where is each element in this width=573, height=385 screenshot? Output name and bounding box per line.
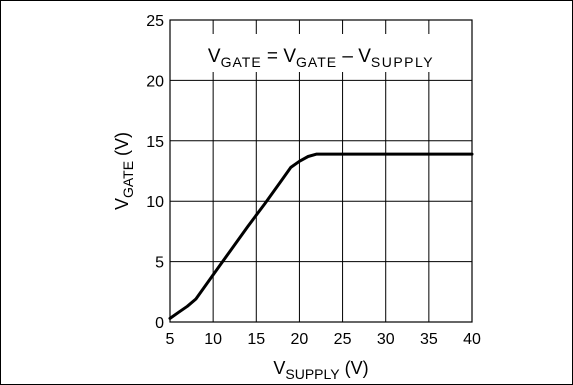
plot-border [169, 19, 473, 323]
x-tick-label: 35 [420, 331, 438, 348]
y-tick-label: 10 [146, 194, 164, 211]
y-tick-label: 20 [146, 73, 164, 90]
y-tick-label: 0 [155, 315, 164, 332]
x-tick-label: 40 [463, 331, 481, 348]
annotation-bg [194, 34, 448, 72]
x-tick-label: 20 [291, 331, 309, 348]
x-tick-label: 5 [166, 331, 175, 348]
x-tick-label: 10 [204, 331, 222, 348]
series-line [168, 152, 474, 320]
x-tick-label: 30 [377, 331, 395, 348]
annotation-equation: VGATE = VGATE – VSUPPLY [208, 46, 434, 70]
x-tick-label: 15 [247, 331, 265, 348]
y-tick-label: 25 [146, 13, 164, 30]
y-tick-label: 5 [155, 255, 164, 272]
y-tick-label: 15 [146, 134, 164, 151]
x-axis-label: VSUPPLY (V) [273, 358, 368, 382]
x-tick-label: 25 [334, 331, 352, 348]
y-axis-label: VGATE (V) [112, 132, 136, 210]
